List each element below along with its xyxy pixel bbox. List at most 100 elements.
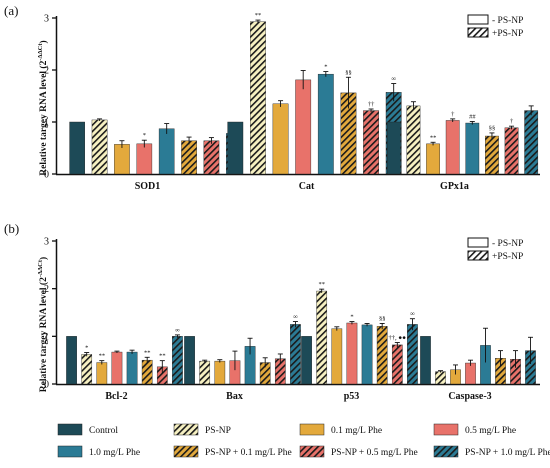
legend-swatch bbox=[299, 423, 325, 436]
significance-mark: ** bbox=[159, 353, 166, 360]
significance-mark: §§ bbox=[345, 69, 352, 76]
bar-p53-0 bbox=[301, 336, 312, 385]
category-label: p53 bbox=[344, 391, 360, 402]
bar-gpx1a-6 bbox=[504, 127, 519, 175]
bar-bcl-2-5 bbox=[141, 359, 153, 385]
y-axis-label: Relative targey RNA level (2-ΔΔCt) bbox=[37, 257, 49, 392]
significance-mark: §§ bbox=[489, 125, 496, 132]
bar-bax-7 bbox=[290, 324, 301, 385]
bar-sod1-0 bbox=[69, 121, 85, 175]
bar-gpx1a-0 bbox=[386, 121, 401, 175]
legend-swatch bbox=[433, 423, 459, 436]
significance-mark: * bbox=[143, 132, 146, 139]
significance-mark: † bbox=[451, 111, 455, 118]
inset-legend-swatch-minus bbox=[467, 237, 489, 248]
bar-cat-4 bbox=[317, 73, 334, 175]
bar-bcl-2-2 bbox=[96, 362, 108, 385]
y-tick-label: 1 bbox=[44, 332, 49, 343]
significance-mark: † bbox=[510, 118, 514, 125]
legend-label: PS-NP + 1.0 mg/L Phe bbox=[465, 448, 550, 458]
panel-a: (a) 0 1 2 3 Relative targey RNA level (2-ΔΔC… bbox=[4, 3, 540, 192]
bar-p53-7 bbox=[407, 324, 418, 385]
significance-mark: ∞ bbox=[391, 76, 396, 83]
bar-cat-6 bbox=[363, 110, 379, 175]
bar-gpx1a-7 bbox=[524, 110, 539, 175]
legend-swatch bbox=[433, 445, 459, 458]
legend-swatch bbox=[57, 423, 83, 436]
legend-swatch bbox=[57, 445, 83, 458]
significance-mark: ∞ bbox=[293, 314, 298, 321]
legend-swatch bbox=[299, 445, 325, 458]
bar-bax-2 bbox=[214, 360, 226, 385]
significance-mark: §§ bbox=[379, 315, 386, 322]
bar-cat-3 bbox=[295, 79, 312, 175]
legend-label: 0.5 mg/L Phe bbox=[465, 426, 516, 436]
bar-bax-1 bbox=[199, 360, 211, 385]
y-tick-label: 3 bbox=[44, 237, 49, 248]
bar-p53-5 bbox=[376, 326, 388, 385]
bar-p53-6 bbox=[391, 344, 403, 385]
legend-label: 0.1 mg/L Phe bbox=[331, 426, 382, 436]
legend-label: PS-NP + 0.1 mg/L Phe bbox=[205, 448, 292, 458]
significance-mark: ** bbox=[255, 12, 262, 19]
legend-label: PS-NP bbox=[205, 426, 231, 436]
bar-p53-1 bbox=[316, 290, 328, 385]
bar-gpx1a-3 bbox=[445, 120, 460, 175]
significance-mark: †† bbox=[368, 101, 375, 108]
category-label: Bcl-2 bbox=[105, 391, 127, 402]
bar-caspase-3-0 bbox=[420, 336, 431, 385]
category-label: Caspase-3 bbox=[448, 391, 491, 402]
bar-p53-3 bbox=[346, 322, 358, 385]
inset-legend-minus: - PS-NP bbox=[492, 239, 523, 249]
significance-mark: * bbox=[324, 64, 327, 71]
panel-a-label: (a) bbox=[4, 3, 18, 18]
bar-bcl-2-0 bbox=[66, 336, 77, 385]
y-tick-label: 0 bbox=[44, 380, 49, 391]
panel-b: (b) 0 1 2 3 Relative targey RNA level (2-ΔΔC… bbox=[4, 221, 540, 402]
inset-legend-swatch-minus bbox=[467, 14, 489, 25]
category-label: SOD1 bbox=[135, 181, 161, 192]
bar-bax-0 bbox=[184, 336, 195, 385]
category-label: GPx1a bbox=[440, 181, 469, 192]
y-axis-label: Relative targey RNA level (2-ΔΔCt) bbox=[37, 40, 49, 175]
inset-legend-plus: +PS-NP bbox=[492, 29, 523, 39]
y-tick-label: 2 bbox=[44, 66, 49, 77]
bar-gpx1a-1 bbox=[406, 105, 421, 175]
category-label: Bax bbox=[226, 391, 243, 402]
bar-bcl-2-3 bbox=[111, 351, 123, 385]
y-tick-label: 0 bbox=[44, 170, 49, 181]
bar-caspase-3-1 bbox=[435, 371, 446, 385]
bar-bcl-2-1 bbox=[81, 354, 93, 385]
bar-sod1-1 bbox=[91, 119, 108, 175]
significance-mark: ** bbox=[99, 353, 106, 360]
inset-legend-swatch-plus bbox=[467, 250, 489, 261]
bar-sod1-5 bbox=[181, 140, 197, 175]
significance-mark: ††, ●● bbox=[389, 335, 407, 342]
significance-mark: ** bbox=[318, 281, 325, 288]
y-tick-label: 2 bbox=[44, 284, 49, 295]
bar-sod1-3 bbox=[136, 143, 153, 175]
bottom-legend: Control PS-NP 0.1 mg/L Phe 0.5 mg/L Phe 1.0 … bbox=[57, 423, 550, 458]
legend-label: 1.0 mg/L Phe bbox=[89, 448, 140, 458]
legend-label: Control bbox=[89, 426, 118, 436]
significance-mark: * bbox=[350, 314, 353, 321]
legend-swatch bbox=[173, 423, 199, 436]
inset-legend-swatch-plus bbox=[467, 27, 489, 38]
bar-gpx1a-2 bbox=[426, 143, 440, 175]
bar-cat-1 bbox=[250, 21, 266, 175]
y-tick-label: 1 bbox=[44, 118, 49, 129]
bar-p53-2 bbox=[331, 328, 343, 385]
bar-caspase-3-3 bbox=[465, 362, 476, 385]
legend-swatch bbox=[173, 445, 199, 458]
bar-gpx1a-5 bbox=[485, 135, 499, 175]
significance-mark: ∞ bbox=[175, 327, 180, 334]
bar-sod1-6 bbox=[203, 140, 220, 175]
bar-gpx1a-4 bbox=[465, 122, 480, 175]
bar-p53-4 bbox=[361, 324, 373, 385]
category-label: Cat bbox=[299, 181, 315, 192]
significance-mark: ** bbox=[430, 134, 437, 141]
inset-legend-minus: - PS-NP bbox=[492, 16, 523, 26]
legend-label: PS-NP + 0.5 mg/L Phe bbox=[331, 448, 418, 458]
bar-cat-2 bbox=[272, 103, 289, 175]
